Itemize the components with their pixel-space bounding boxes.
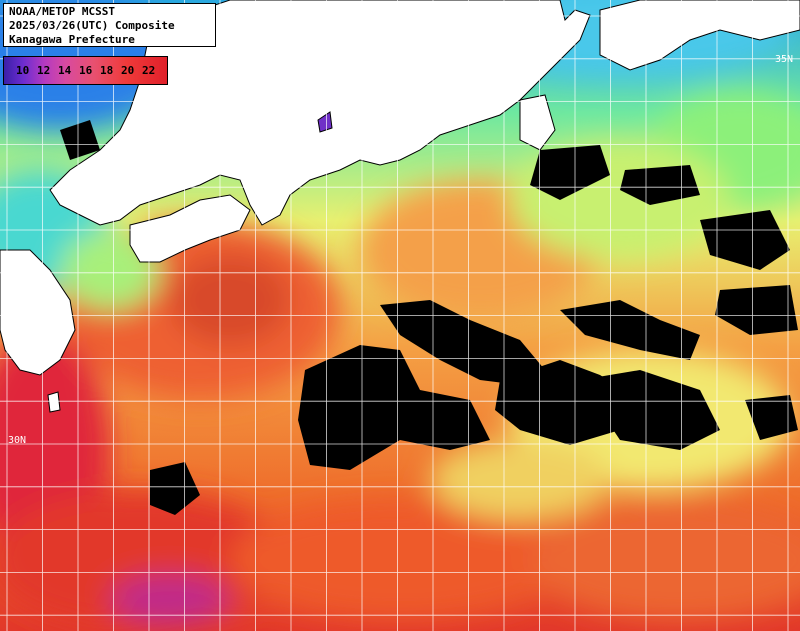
legend-tick: 10	[16, 64, 30, 77]
title-line-2: 2025/03/26(UTC) Composite	[9, 19, 175, 32]
kyushu-land	[0, 249, 76, 376]
legend-tick: 12	[37, 64, 51, 77]
label-30n: 30N	[8, 435, 26, 446]
legend-tick: 22	[142, 64, 156, 77]
island-small-1	[47, 391, 61, 413]
legend-tick: 18	[100, 64, 114, 77]
title-line-3: Kanagawa Prefecture	[9, 33, 135, 46]
legend-tick: 20	[121, 64, 135, 77]
cloud-cover	[0, 15, 798, 515]
boso-land	[599, 0, 800, 71]
izu-peninsula-land	[519, 94, 556, 151]
honshu-land	[49, 0, 591, 226]
island-small-2	[317, 111, 333, 133]
title-line-1: NOAA/METOP MCSST	[9, 5, 115, 18]
legend-tick: 16	[79, 64, 93, 77]
land-mass	[0, 0, 800, 413]
label-35n: 35N	[775, 54, 793, 65]
legend-tick: 14	[58, 64, 72, 77]
map-title-box: NOAA/METOP MCSST 2025/03/26(UTC) Composi…	[3, 3, 216, 47]
label-140e: 140E	[748, 6, 759, 30]
label-136e: 136E	[321, 8, 332, 32]
temperature-legend: 10 12 14 16 18 20 22	[3, 56, 168, 85]
